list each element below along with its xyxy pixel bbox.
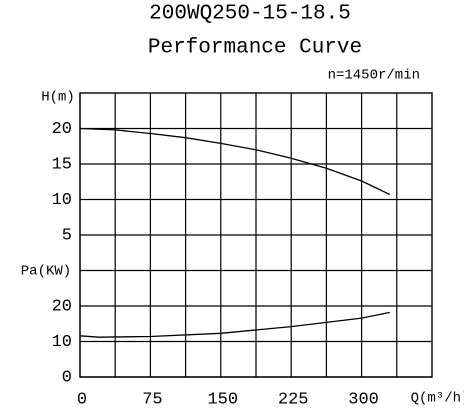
x-tick-label: 0 (77, 390, 87, 409)
x-tick-label: 300 (348, 390, 379, 409)
curve (79, 311, 390, 338)
y-tick-label: 20 (52, 297, 72, 316)
y-tick-label: 10 (52, 333, 72, 352)
x-axis-label: Q(m³/h) (411, 391, 464, 407)
x-tick-label: 75 (142, 390, 162, 409)
curve (79, 127, 391, 196)
x-tick-label: 150 (207, 390, 238, 409)
y-tick-label: 0 (62, 368, 72, 387)
x-tick-label: 225 (278, 390, 309, 409)
y-axis-label: H(m) (41, 90, 75, 106)
y-tick-label: 5 (62, 226, 72, 245)
y-tick-label: 20 (52, 120, 72, 139)
y-axis-label: Pa(KW) (21, 264, 71, 280)
y-tick-label: 15 (52, 155, 72, 174)
chart-subtitle: Performance Curve (148, 37, 362, 60)
chart-title: 200WQ250-15-18.5 (149, 3, 351, 26)
y-tick-label: 10 (52, 191, 72, 210)
speed-note: n=1450r/min (328, 68, 420, 84)
